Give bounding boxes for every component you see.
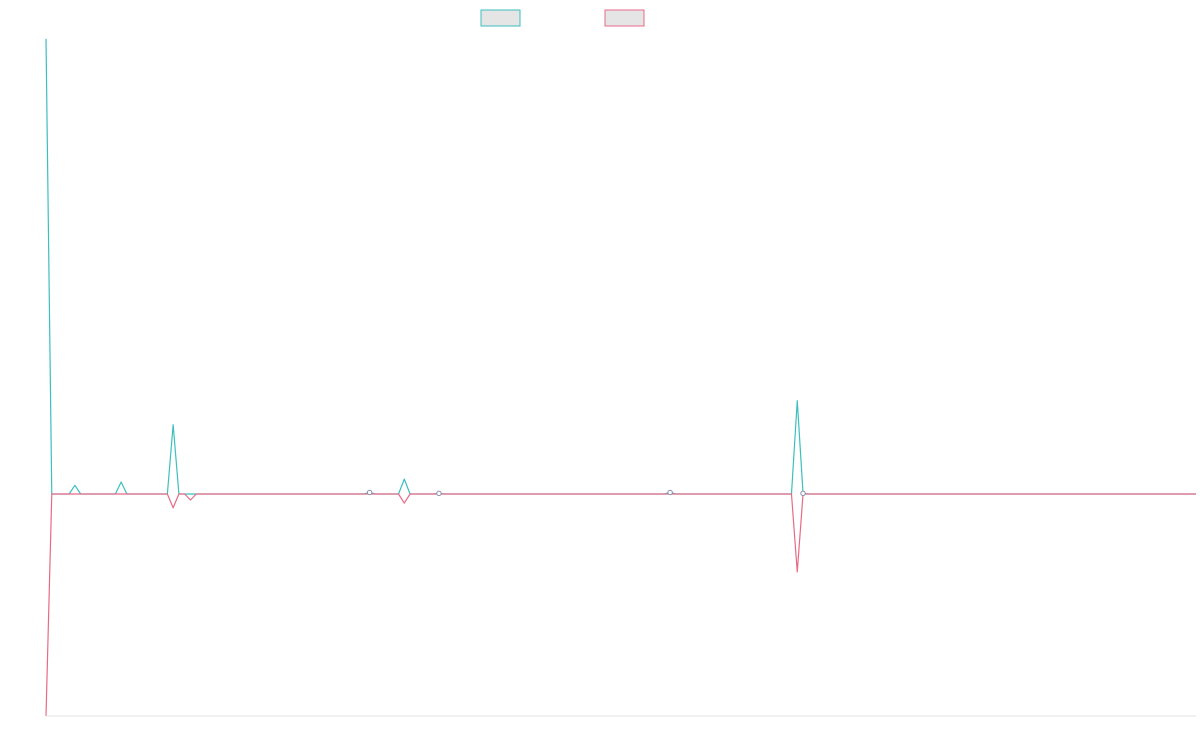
legend-swatch-2[interactable] — [604, 9, 645, 27]
data-point-marker[interactable] — [800, 490, 806, 497]
plot-area — [45, 38, 1196, 717]
data-point-marker[interactable] — [436, 490, 442, 497]
series-line-2 — [45, 493, 1196, 717]
series-line-1 — [45, 38, 1196, 495]
legend — [480, 9, 645, 27]
legend-swatch-1[interactable] — [480, 9, 521, 27]
data-point-marker[interactable] — [366, 489, 373, 496]
data-point-marker[interactable] — [667, 489, 673, 496]
